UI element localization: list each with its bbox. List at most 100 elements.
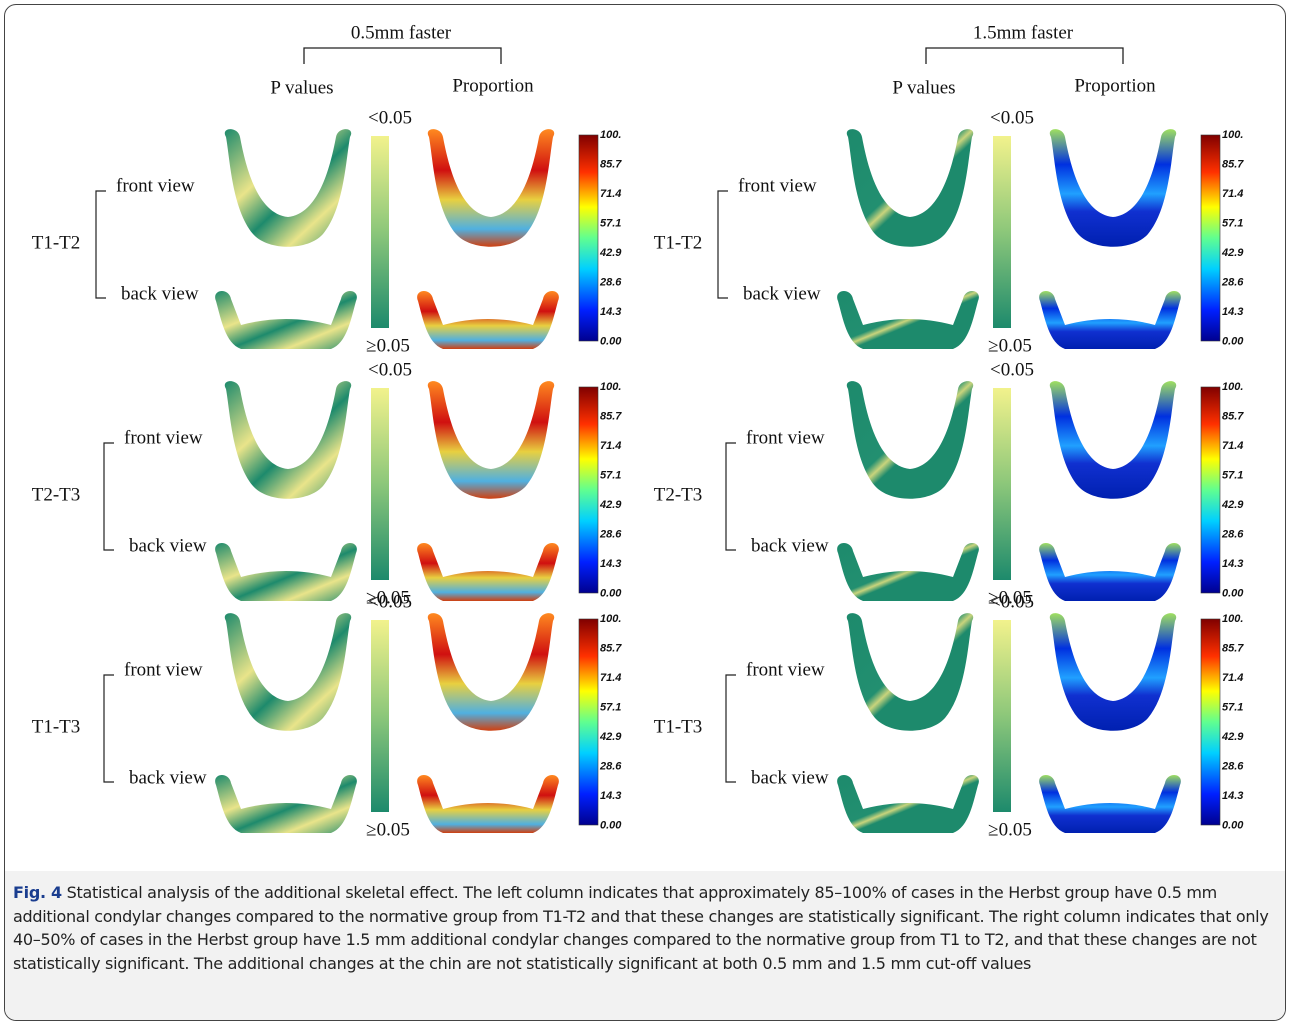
view-label: back view xyxy=(129,767,207,788)
view-label: front view xyxy=(738,175,817,196)
view-label: front view xyxy=(746,427,825,448)
proportion-colorbar xyxy=(1200,618,1221,826)
proportion-tick-label: 14.3 xyxy=(600,558,621,570)
view-label: front view xyxy=(746,659,825,680)
p-scale-label: ≥0.05 xyxy=(988,335,1032,356)
proportion-tick-label: 42.9 xyxy=(1221,247,1244,259)
view-label: back view xyxy=(743,283,821,304)
proportion-tick-label: 28.6 xyxy=(1221,760,1244,772)
proportion-tick-label: 28.6 xyxy=(599,760,622,772)
proportion-tick-label: 71.4 xyxy=(1222,440,1243,452)
proportion-tick-label: 0.00 xyxy=(600,587,622,599)
view-label: back view xyxy=(129,535,207,556)
proportion-bone-front xyxy=(427,613,555,731)
proportion-tick-label: 0.00 xyxy=(1222,335,1244,347)
proportion-bone-front xyxy=(1049,613,1177,731)
view-label: front view xyxy=(124,659,203,680)
proportion-bone-front xyxy=(427,129,555,247)
proportion-tick-label: 85.7 xyxy=(600,642,622,654)
p-colorbar xyxy=(993,136,1011,328)
proportion-tick-label: 71.4 xyxy=(600,188,621,200)
column-header: Proportion xyxy=(452,75,534,96)
proportion-tick-label: 28.6 xyxy=(1221,528,1244,540)
proportion-tick-label: 28.6 xyxy=(1221,276,1244,288)
p-bone-front xyxy=(224,381,352,499)
proportion-tick-label: 57.1 xyxy=(1222,469,1243,481)
panel-title: 0.5mm faster xyxy=(351,22,452,43)
p-scale-label: ≥0.05 xyxy=(366,335,410,356)
p-bone-front xyxy=(224,129,352,247)
row-label: T2-T3 xyxy=(654,484,703,505)
proportion-tick-label: 85.7 xyxy=(1222,642,1244,654)
proportion-bone-back xyxy=(1039,542,1181,601)
view-label: back view xyxy=(751,535,829,556)
proportion-tick-label: 0.00 xyxy=(1222,819,1244,831)
proportion-colorbar xyxy=(578,618,599,826)
panel-title: 1.5mm faster xyxy=(973,22,1074,43)
p-bone-front xyxy=(224,613,352,731)
proportion-tick-label: 100. xyxy=(1222,613,1243,625)
p-colorbar xyxy=(371,620,389,812)
proportion-tick-label: 57.1 xyxy=(1222,701,1243,713)
proportion-tick-label: 85.7 xyxy=(600,410,622,422)
row-bracket xyxy=(717,190,728,299)
proportion-tick-label: 42.9 xyxy=(599,731,622,743)
p-scale-label: <0.05 xyxy=(368,359,412,380)
p-scale-label: ≥0.05 xyxy=(366,587,410,608)
proportion-bone-front xyxy=(427,381,555,499)
p-colorbar xyxy=(371,388,389,580)
p-scale-label: ≥0.05 xyxy=(988,819,1032,840)
column-header: Proportion xyxy=(1074,75,1156,96)
proportion-tick-label: 0.00 xyxy=(600,819,622,831)
row-label: T1-T2 xyxy=(32,232,81,253)
p-bone-front xyxy=(846,381,974,499)
proportion-tick-label: 100. xyxy=(600,613,621,625)
proportion-bone-back xyxy=(1039,774,1181,833)
proportion-tick-label: 71.4 xyxy=(600,440,621,452)
p-bone-front xyxy=(846,129,974,247)
proportion-colorbar xyxy=(578,134,599,342)
p-scale-label: ≥0.05 xyxy=(988,587,1032,608)
proportion-bone-back xyxy=(417,542,559,601)
view-label: front view xyxy=(124,427,203,448)
caption-text: Statistical analysis of the additional s… xyxy=(13,883,1269,973)
p-scale-label: <0.05 xyxy=(990,107,1034,128)
caption-label: Fig. 4 xyxy=(13,883,62,902)
p-bone-back xyxy=(215,290,357,349)
proportion-bone-front xyxy=(1049,381,1177,499)
proportion-tick-label: 71.4 xyxy=(600,672,621,684)
figure-panels: 0.5mm faster P values Proportion T1-T2 front… xyxy=(32,22,1245,840)
p-bone-back xyxy=(837,542,979,601)
proportion-tick-label: 42.9 xyxy=(1221,499,1244,511)
row-label: T1-T2 xyxy=(654,232,703,253)
row-bracket xyxy=(103,442,114,551)
p-bone-front xyxy=(846,613,974,731)
proportion-tick-label: 85.7 xyxy=(600,158,622,170)
column-header: P values xyxy=(270,77,333,98)
proportion-bone-front xyxy=(1049,129,1177,247)
p-bone-back xyxy=(215,774,357,833)
row-label: T2-T3 xyxy=(32,484,81,505)
proportion-tick-label: 0.00 xyxy=(1222,587,1244,599)
panel-bracket xyxy=(925,47,1124,64)
figure: 0.5mm faster P values Proportion T1-T2 front… xyxy=(4,4,1286,1021)
view-label: back view xyxy=(751,767,829,788)
proportion-bone-back xyxy=(417,290,559,349)
p-colorbar xyxy=(371,136,389,328)
proportion-tick-label: 100. xyxy=(1222,129,1243,141)
proportion-tick-label: 14.3 xyxy=(1222,790,1243,802)
proportion-tick-label: 57.1 xyxy=(600,469,621,481)
proportion-tick-label: 14.3 xyxy=(600,306,621,318)
proportion-tick-label: 100. xyxy=(600,129,621,141)
p-scale-label: <0.05 xyxy=(368,591,412,612)
panel-bracket xyxy=(303,47,502,64)
proportion-colorbar xyxy=(1200,134,1221,342)
row-bracket xyxy=(725,674,736,783)
proportion-tick-label: 14.3 xyxy=(600,790,621,802)
proportion-tick-label: 28.6 xyxy=(599,276,622,288)
proportion-tick-label: 14.3 xyxy=(1222,558,1243,570)
proportion-tick-label: 57.1 xyxy=(600,701,621,713)
proportion-tick-label: 42.9 xyxy=(1221,731,1244,743)
p-bone-back xyxy=(837,290,979,349)
p-colorbar xyxy=(993,620,1011,812)
